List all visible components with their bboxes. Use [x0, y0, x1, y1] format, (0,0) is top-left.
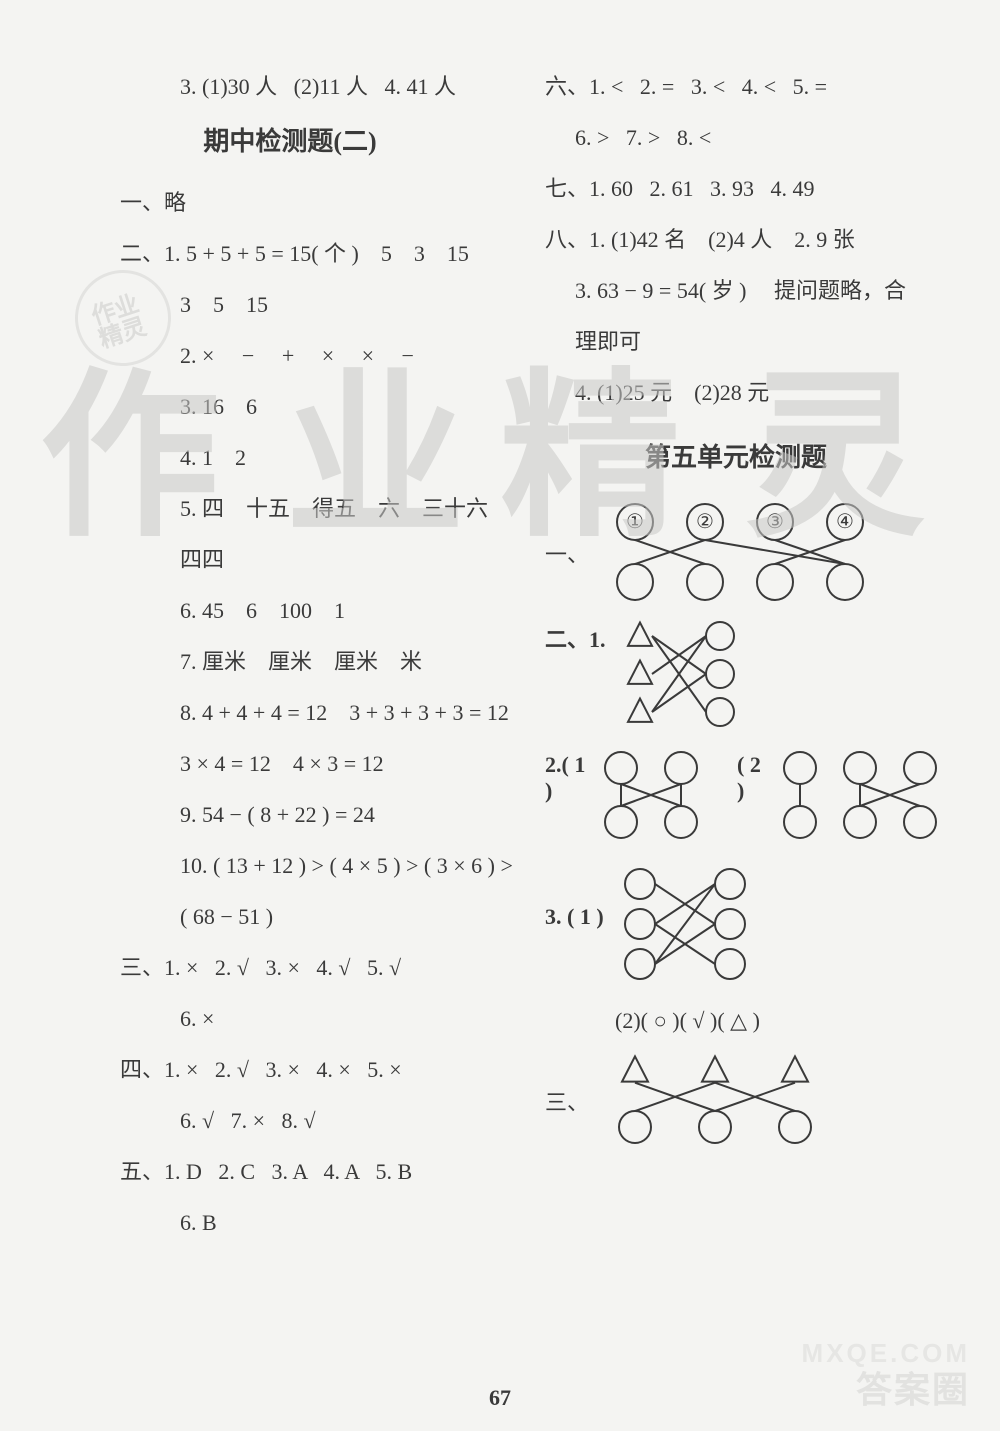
- diagram-2b2: [770, 752, 950, 842]
- l-sec5: 五、1. D 2. C 3. A 4. A 5. B: [120, 1155, 480, 1188]
- l-q3: 3. 16 6: [150, 390, 480, 423]
- sec2b1-label: 2.( 1 ): [545, 752, 587, 804]
- page-number: 67: [0, 1385, 1000, 1411]
- sec2-label: 二、1.: [545, 622, 606, 654]
- sec3-label: 三、: [545, 1085, 589, 1117]
- l-q10b: ( 68 − 51 ): [150, 900, 480, 933]
- l-q5b: 四四: [150, 543, 480, 576]
- l-q6: 6. 45 6 100 1: [150, 594, 480, 627]
- l-sec4b: 6. √ 7. × 8. √: [150, 1104, 480, 1137]
- r-sec6b: 6. > 7. > 8. <: [545, 121, 950, 154]
- r-sec8c: 理即可: [545, 325, 950, 358]
- l-q10: 10. ( 13 + 12 ) > ( 4 × 5 ) > ( 3 × 6 ) …: [150, 849, 480, 882]
- r-sec8b: 3. 63 − 9 = 54( 岁 ) 提问题略，合: [545, 274, 950, 307]
- l-q8: 8. 4 + 4 + 4 = 12 3 + 3 + 3 + 3 = 12: [150, 696, 480, 729]
- r-sec8d: 4. (1)25 元 (2)28 元: [545, 376, 950, 409]
- sec2d: (2)( ○ )( √ )( △ ): [615, 1004, 950, 1037]
- sec1-label: 一、: [545, 537, 589, 569]
- svg-text:②: ②: [696, 511, 714, 533]
- sec2b2-label: ( 2 ): [737, 752, 766, 804]
- left-column: 3. (1)30 人 (2)11 人 4. 41 人 期中检测题(二) 一、略 …: [40, 70, 500, 1257]
- left-top: 3. (1)30 人 (2)11 人 4. 41 人: [150, 70, 480, 103]
- l-sec3: 三、1. × 2. √ 3. × 4. √ 5. √: [120, 951, 480, 984]
- l-q4: 4. 1 2: [150, 441, 480, 474]
- l-q2: 2. × − + × × −: [150, 339, 480, 372]
- diagram-2a-wrap: 二、1.: [545, 622, 950, 732]
- diagram-2a: [610, 622, 770, 732]
- sec2c-label: 3. ( 1 ): [545, 904, 604, 930]
- diagram-2b-wrap: 2.( 1 ) ( 2 ): [545, 752, 950, 842]
- svg-text:③: ③: [766, 511, 784, 533]
- unit5-title: 第五单元检测题: [645, 437, 950, 474]
- columns: 3. (1)30 人 (2)11 人 4. 41 人 期中检测题(二) 一、略 …: [40, 70, 960, 1257]
- l-sec4: 四、1. × 2. √ 3. × 4. × 5. ×: [120, 1053, 480, 1086]
- midterm-title: 期中检测题(二): [100, 121, 480, 158]
- l-sec5b: 6. B: [150, 1206, 480, 1239]
- l-sec1: 一、略: [120, 186, 480, 219]
- diagram-2c: [610, 864, 770, 984]
- l-q9: 9. 54 − ( 8 + 22 ) = 24: [150, 798, 480, 831]
- r-sec6: 六、1. < 2. = 3. < 4. < 5. =: [545, 70, 950, 103]
- l-sec2b: 3 5 15: [150, 288, 480, 321]
- diagram-2c-wrap: 3. ( 1 ): [545, 864, 950, 984]
- right-column: 六、1. < 2. = 3. < 4. < 5. = 6. > 7. > 8. …: [500, 70, 960, 1257]
- diagram-1-wrap: 一、 ① ② ③ ④: [545, 502, 950, 602]
- l-q5: 5. 四 十五 得五 六 三十六: [150, 492, 480, 525]
- svg-text:④: ④: [836, 511, 854, 533]
- diagram-1: ① ② ③ ④: [595, 502, 895, 602]
- l-q8b: 3 × 4 = 12 4 × 3 = 12: [150, 747, 480, 780]
- l-sec2: 二、1. 5 + 5 + 5 = 15( 个 ) 5 3 15: [120, 237, 480, 270]
- l-sec3b: 6. ×: [150, 1002, 480, 1035]
- r-sec7: 七、1. 60 2. 61 3. 93 4. 49: [545, 172, 950, 205]
- l-q7: 7. 厘米 厘米 厘米 米: [150, 645, 480, 678]
- svg-text:①: ①: [626, 511, 644, 533]
- r-sec8: 八、1. (1)42 名 (2)4 人 2. 9 张: [545, 223, 950, 256]
- diagram-3: [595, 1055, 845, 1150]
- page-root: 作 业 精 灵 作业 精灵 MXQE.COM 答案圈 3. (1)30 人 (2…: [0, 0, 1000, 1431]
- watermark-stamp-text: 作业 精灵: [89, 284, 174, 353]
- diagram-2b1: [591, 752, 721, 842]
- diagram-3-wrap: 三、: [545, 1055, 950, 1150]
